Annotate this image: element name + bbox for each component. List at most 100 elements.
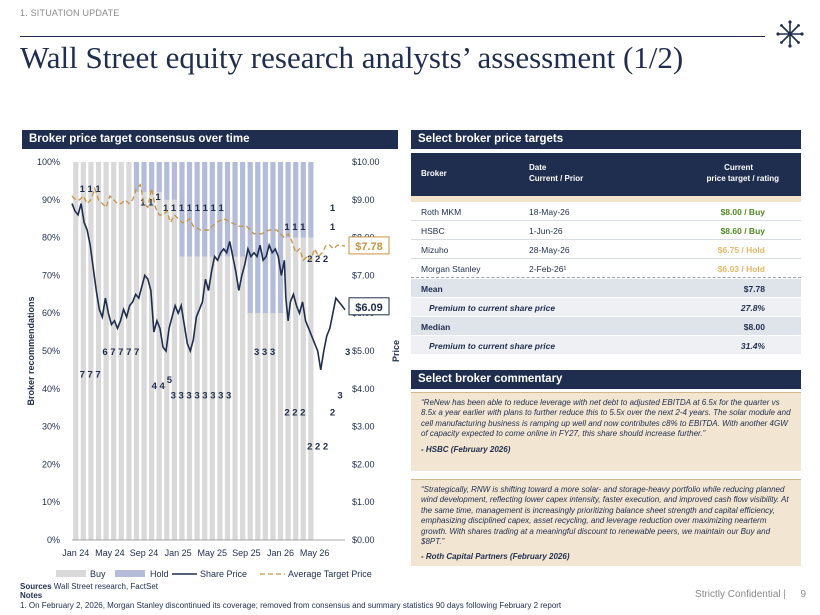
recommendation-count-label: 7 7 7	[80, 369, 101, 380]
left-tick-label: 70%	[42, 270, 60, 280]
price-target: $8.60 / Buy	[720, 226, 765, 236]
recommendation-count-label: 4 4	[152, 381, 166, 392]
buy-bar	[133, 192, 140, 541]
premium-value: 31.4%	[740, 341, 765, 351]
header-target: Current	[724, 163, 753, 172]
report-date: 28-May-26	[529, 245, 570, 255]
right-tick-label: $4.00	[352, 384, 375, 394]
premium-row: Premium to current share price 31.4%	[411, 336, 801, 355]
hold-bar	[240, 162, 246, 257]
buy-bar	[209, 256, 215, 540]
buy-bar	[149, 192, 155, 541]
right-tick-label: $5.00	[352, 346, 375, 356]
recommendation-count-label: 2 2 2	[307, 441, 328, 452]
notes-label: Notes	[20, 591, 43, 600]
buy-bar	[80, 162, 86, 540]
right-tick-label: $3.00	[352, 422, 375, 432]
hold-bar	[277, 162, 284, 314]
left-tick-label: 100%	[37, 157, 60, 167]
left-tick-label: 90%	[42, 195, 60, 205]
premium-value: 27.8%	[740, 303, 765, 313]
price-target: $6.03 / Hold	[717, 264, 765, 274]
buy-bar	[224, 256, 231, 540]
confidential-label: Strictly Confidential |	[695, 589, 786, 600]
median-label: Median	[421, 322, 451, 332]
x-tick-label: May 24	[95, 548, 125, 558]
broker-name: Mizuho	[421, 245, 449, 255]
buy-bar	[285, 237, 291, 540]
left-tick-label: 40%	[42, 384, 60, 394]
hold-bar	[262, 162, 268, 314]
recommendation-count-label: 3 3 3	[254, 347, 275, 358]
commentary-card: “Strategically, RNW is shifting toward a…	[411, 479, 801, 566]
buy-bar	[73, 162, 79, 540]
hold-bar	[149, 162, 155, 193]
hold-bar	[141, 162, 147, 193]
hold-bar	[300, 162, 306, 238]
hold-bar	[209, 162, 215, 257]
buy-bar	[262, 313, 268, 540]
left-tick-label: 10%	[42, 497, 60, 507]
buy-bar	[270, 313, 276, 540]
header-rule	[20, 36, 765, 37]
hold-bar	[308, 162, 314, 238]
page-number: 9	[800, 589, 806, 600]
report-date: 2-Feb-26¹	[529, 264, 567, 274]
sources-text: Wall Street research, FactSet	[51, 582, 158, 591]
right-tick-label: $2.00	[352, 459, 375, 469]
target-callout-box	[348, 236, 390, 255]
commentary-quote: “Strategically, RNW is shifting toward a…	[421, 485, 789, 547]
commentary-source: - HSBC (February 2026)	[421, 444, 511, 454]
hold-bar	[293, 162, 299, 238]
left-tick-label: 0%	[47, 535, 60, 545]
buy-bar	[103, 162, 109, 540]
company-logo-icon	[776, 20, 804, 48]
mean-label: Mean	[421, 284, 443, 294]
commentary-source: - Roth Capital Partners (February 2026)	[421, 552, 570, 562]
left-tick-label: 80%	[42, 233, 60, 243]
hold-bar	[232, 162, 238, 257]
recommendation-count-label: 6 7 7 7 7	[102, 347, 139, 358]
sources-line: Sources Wall Street research, FactSet	[20, 582, 158, 591]
legend-buy-swatch	[56, 570, 86, 577]
recommendation-count-label: 2 2 2	[307, 254, 328, 265]
recommendation-count-label: 1	[155, 192, 161, 203]
hold-bar	[202, 162, 208, 257]
hold-bar	[186, 162, 193, 257]
price-callout-label: $6.09	[355, 302, 383, 314]
table-panel-title: Select broker price targets	[411, 130, 801, 149]
hold-bar	[194, 162, 200, 257]
recommendation-count-label: 1 1	[140, 197, 154, 208]
recommendation-count-label: 3	[337, 390, 342, 401]
right-axis-title: Price	[391, 340, 401, 362]
median-row: Median $8.00	[411, 317, 801, 336]
right-tick-label: $9.00	[352, 195, 375, 205]
legend-price-label: Share Price	[200, 569, 247, 579]
x-tick-label: Sep 24	[130, 548, 159, 558]
x-tick-label: Jan 26	[267, 548, 294, 558]
legend-target-label: Average Target Price	[288, 569, 372, 579]
table-row: Roth MKM 18-May-26 $8.00 / Buy	[411, 202, 801, 221]
buy-bar	[95, 162, 102, 540]
x-tick-label: Sep 25	[232, 548, 261, 558]
hold-bar	[171, 162, 177, 200]
premium-row: Premium to current share price 27.8%	[411, 298, 801, 317]
recommendation-count-label: 2 2 2	[284, 407, 305, 418]
share-price-line	[71, 203, 346, 371]
commentary-panel-title: Select broker commentary	[411, 370, 801, 389]
recommendation-count-label: 1 1 1 1 1 1 1 1	[163, 203, 224, 214]
hold-bar	[247, 162, 253, 314]
footnote: 1. On February 2, 2026, Morgan Stanley d…	[20, 601, 562, 610]
buy-bar	[240, 256, 246, 540]
header-target-sub: price target / rating	[706, 174, 779, 183]
chart-panel-title: Broker price target consensus over time	[22, 130, 398, 149]
hold-bar	[224, 162, 231, 257]
buy-bar	[141, 192, 147, 541]
table-row: HSBC 1-Jun-26 $8.60 / Buy	[411, 221, 801, 240]
median-value: $8.00	[743, 322, 765, 332]
commentary-card: “ReNew has been able to reduce leverage …	[411, 392, 801, 471]
buy-bar	[186, 256, 193, 540]
buy-bar	[118, 162, 124, 540]
mean-value: $7.78	[743, 284, 765, 294]
legend-hold-label: Hold	[150, 569, 169, 579]
